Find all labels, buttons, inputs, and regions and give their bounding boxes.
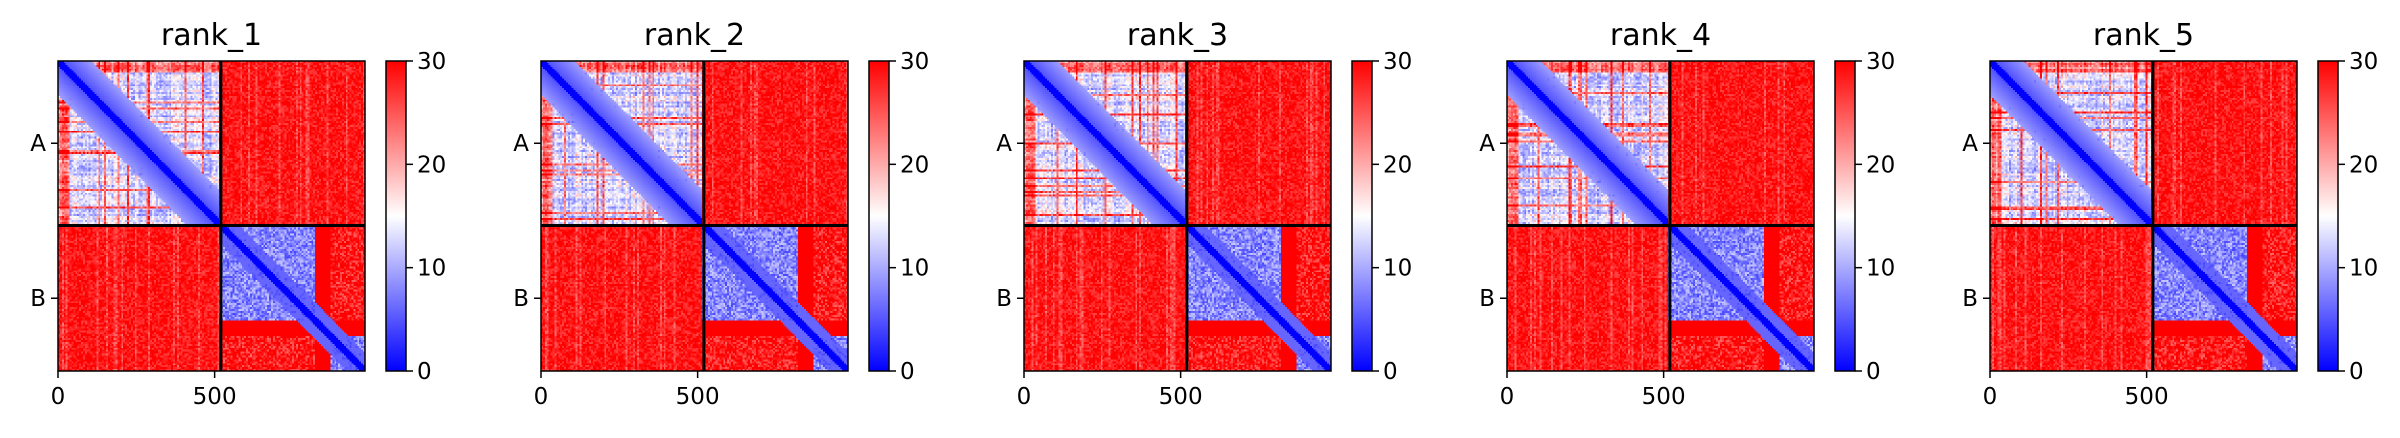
colorbar (1834, 60, 1856, 372)
panel-rank_5: rank_5 A B 0 500 0 10 20 30 (1962, 18, 2378, 410)
colorbar-tick-label-30: 30 (1383, 49, 1412, 75)
xtick-label-0: 0 (534, 384, 549, 410)
plot-frame (1506, 60, 1815, 372)
plot-frame (1023, 60, 1332, 372)
panel-title: rank_4 (1610, 18, 1711, 53)
heatmap-image (58, 61, 365, 371)
panel-rank_4: rank_4 A B 0 500 0 10 20 30 (1479, 18, 1895, 410)
colorbar (868, 60, 890, 372)
ytick-label-B: B (1479, 286, 1495, 312)
plot-frame (1989, 60, 2298, 372)
xtick-label-0: 0 (51, 384, 66, 410)
ytick-label-A: A (1962, 131, 1978, 157)
ytick-label-A: A (513, 131, 529, 157)
heatmap-image (541, 61, 848, 371)
colorbar-tick-label-20: 20 (2349, 152, 2378, 178)
colorbar-tick-label-30: 30 (2349, 49, 2378, 75)
colorbar-tick-label-10: 10 (900, 256, 929, 282)
panel-title: rank_1 (161, 18, 262, 53)
panel-rank_1: rank_1 A B 0 500 0 10 20 30 (30, 18, 446, 410)
heatmap-image (1024, 61, 1331, 371)
xtick-label-0: 0 (1983, 384, 1998, 410)
colorbar-tick-label-20: 20 (1383, 152, 1412, 178)
colorbar-tick-label-20: 20 (417, 152, 446, 178)
panel-title: rank_2 (644, 18, 745, 53)
colorbar (1351, 60, 1373, 372)
panel-rank_3: rank_3 A B 0 500 0 10 20 30 (996, 18, 1412, 410)
plot-frame (540, 60, 849, 372)
ytick-label-A: A (30, 131, 46, 157)
xtick-label-0: 0 (1500, 384, 1515, 410)
xtick-label-500: 500 (676, 384, 720, 410)
heatmap-image (1990, 61, 2297, 371)
colorbar-tick-label-0: 0 (1866, 359, 1881, 385)
panel-title: rank_5 (2093, 18, 2194, 53)
colorbar-tick-label-10: 10 (1383, 256, 1412, 282)
colorbar-tick-label-20: 20 (1866, 152, 1895, 178)
ytick-label-B: B (30, 286, 46, 312)
xtick-label-500: 500 (1642, 384, 1686, 410)
heatmap-image (1507, 61, 1814, 371)
colorbar-tick-label-20: 20 (900, 152, 929, 178)
colorbar (385, 60, 407, 372)
colorbar (2317, 60, 2339, 372)
colorbar-tick-label-30: 30 (417, 49, 446, 75)
colorbar-tick-label-30: 30 (1866, 49, 1895, 75)
colorbar-tick-label-10: 10 (1866, 256, 1895, 282)
xtick-label-500: 500 (1159, 384, 1203, 410)
ytick-label-A: A (1479, 131, 1495, 157)
colorbar-tick-label-0: 0 (2349, 359, 2364, 385)
xtick-label-0: 0 (1017, 384, 1032, 410)
xtick-label-500: 500 (193, 384, 237, 410)
panel-title: rank_3 (1127, 18, 1228, 53)
colorbar-tick-label-0: 0 (900, 359, 915, 385)
colorbar-tick-label-0: 0 (417, 359, 432, 385)
colorbar-tick-label-30: 30 (900, 49, 929, 75)
panel-rank_2: rank_2 A B 0 500 0 10 20 30 (513, 18, 929, 410)
ytick-label-A: A (996, 131, 1012, 157)
colorbar-tick-label-10: 10 (2349, 256, 2378, 282)
plot-frame (57, 60, 366, 372)
xtick-label-500: 500 (2125, 384, 2169, 410)
colorbar-tick-label-10: 10 (417, 256, 446, 282)
ytick-label-B: B (1962, 286, 1978, 312)
colorbar-tick-label-0: 0 (1383, 359, 1398, 385)
ytick-label-B: B (513, 286, 529, 312)
ytick-label-B: B (996, 286, 1012, 312)
